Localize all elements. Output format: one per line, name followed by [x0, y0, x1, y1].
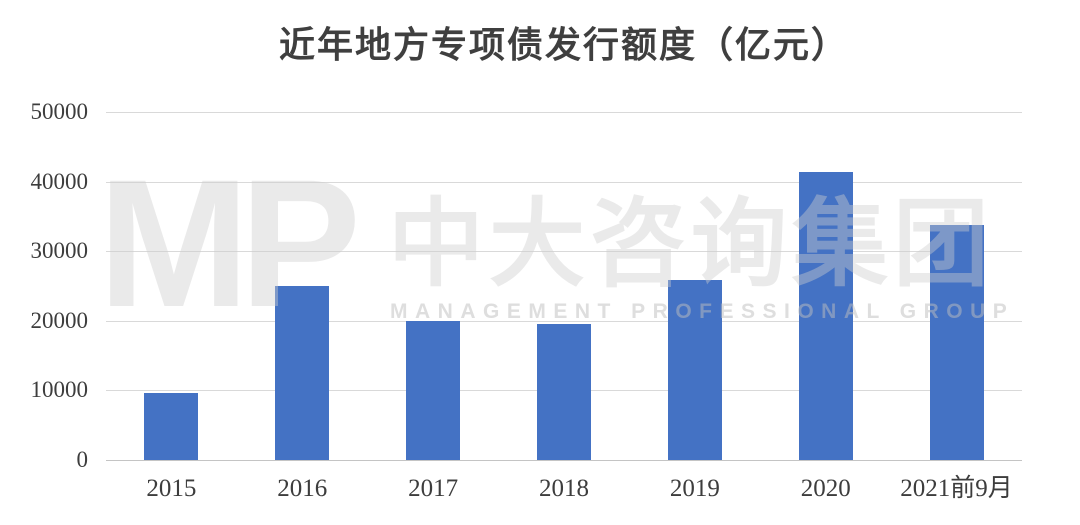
bar-2017: [406, 320, 461, 460]
y-tick-label: 10000: [30, 377, 89, 403]
bar-2015: [144, 393, 199, 460]
chart-title: 近年地方专项债发行额度（亿元）: [278, 25, 849, 65]
y-tick-label: 20000: [30, 307, 89, 333]
bar-2020: [798, 171, 853, 460]
x-tick-label: 2015: [146, 475, 197, 502]
y-tick-label: 40000: [30, 168, 89, 194]
bar-2018: [537, 324, 591, 460]
y-tick-label: 30000: [30, 238, 89, 264]
gridline-50000: [106, 112, 1022, 113]
x-tick-label: 2020: [800, 475, 851, 502]
gridline-30000: [106, 251, 1022, 253]
x-axis-line: [106, 460, 1022, 461]
x-tick-label: 2019: [669, 475, 720, 502]
bar-2019: [667, 279, 722, 460]
x-tick-label: 2021前9月: [900, 475, 1013, 502]
x-tick-label: 2018: [538, 475, 589, 502]
bar-2016: [275, 286, 330, 460]
x-tick-label: 2017: [408, 475, 459, 502]
gridline-20000: [106, 320, 1022, 322]
bar-2021前9月: [929, 225, 984, 460]
y-tick-label: 50000: [30, 99, 89, 124]
gridline-40000: [106, 181, 1022, 183]
x-tick-label: 2016: [277, 475, 328, 502]
y-tick-label: 0: [76, 447, 89, 472]
plot-area: [106, 112, 1022, 461]
